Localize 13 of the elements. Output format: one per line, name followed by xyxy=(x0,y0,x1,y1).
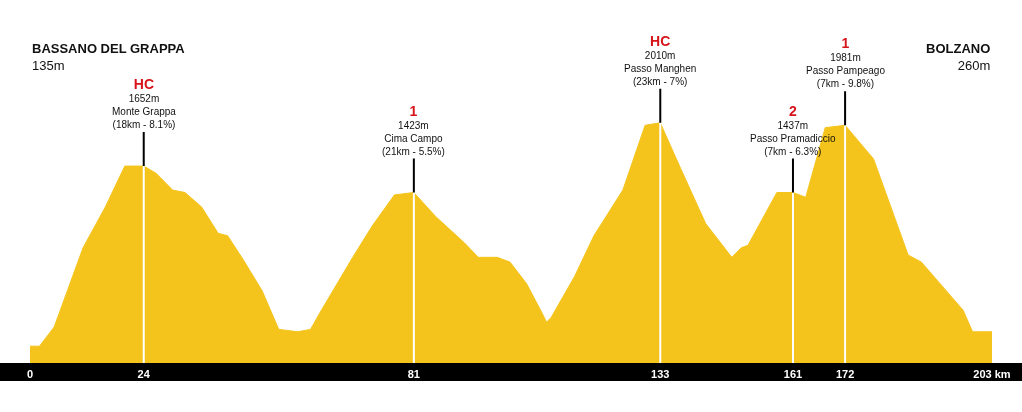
x-tick-label: 133 xyxy=(651,368,670,381)
text: BOLZANO 260m xyxy=(926,41,991,73)
text: BASSANO DEL GRAPPA 135m xyxy=(32,41,186,73)
x-tick-label: 81 xyxy=(407,368,420,381)
annotation: HC 2010m Passo Manghen (23km - 7%) xyxy=(624,33,697,87)
x-tick-label: 0 xyxy=(26,368,34,381)
x-tick-label: 24 xyxy=(137,368,151,381)
x-tick-label: 172 xyxy=(835,368,855,381)
x-tick-label: 203 km xyxy=(973,368,1011,381)
annotation: 1 1981m Passo Pampeago (7km - 9.8%) xyxy=(806,35,886,89)
annotation: HC 1652m Monte Grappa (18km - 8.1%) xyxy=(112,76,177,130)
annotation: 1 1423m Cima Campo (21km - 5.5%) xyxy=(382,103,445,157)
x-tick-label: 161 xyxy=(783,368,803,381)
